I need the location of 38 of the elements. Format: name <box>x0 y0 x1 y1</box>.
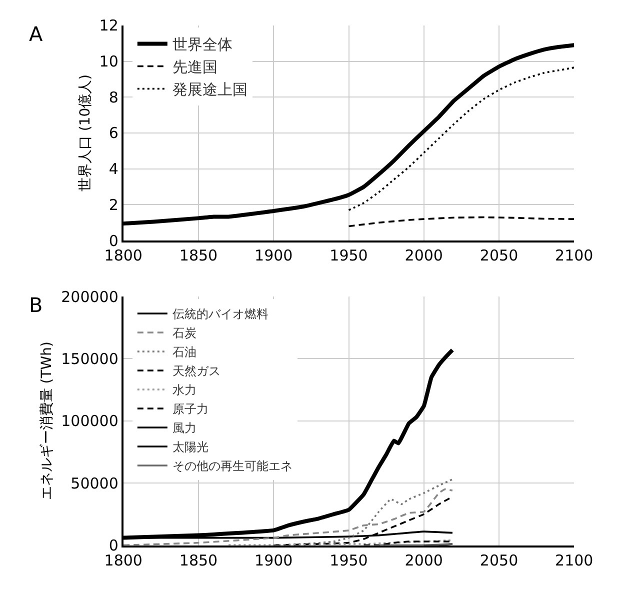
x-tick-label: 2100 <box>555 246 594 265</box>
x-tick-label: 2050 <box>480 551 518 570</box>
y-tick-label: 12 <box>99 16 118 35</box>
text: B <box>29 293 43 317</box>
legend-label: 原子力 <box>172 402 208 416</box>
y-tick-label: 8 <box>108 88 118 106</box>
legend-label: 風力 <box>172 421 196 436</box>
y-tick-label: 2 <box>108 196 118 214</box>
legend-label: 発展途上国 <box>172 80 248 99</box>
text: A <box>29 22 43 46</box>
legend-label: その他の再生可能エネ <box>172 459 292 474</box>
y-tick-label: 100000 <box>61 412 118 430</box>
legend-label: 太陽光 <box>172 440 208 454</box>
legend-label: 水力 <box>172 383 196 398</box>
legend-label: 天然ガス <box>172 364 220 378</box>
legend-label: 伝統的バイオ燃料 <box>172 307 268 322</box>
x-tick-label: 1900 <box>254 551 293 570</box>
y-tick-label: 4 <box>108 160 118 178</box>
x-tick-label: 2050 <box>480 246 518 265</box>
x-tick-label: 1950 <box>330 551 368 570</box>
y-tick-label: 10 <box>99 52 118 71</box>
legend-label: 石油 <box>172 345 196 360</box>
x-tick-label: 1950 <box>330 246 368 265</box>
x-tick-label: 2000 <box>404 246 443 265</box>
x-tick-label: 2000 <box>404 551 443 570</box>
legend-label: 先進国 <box>172 58 218 76</box>
x-tick-label: 1850 <box>179 551 218 570</box>
y-tick-label: 6 <box>108 124 118 142</box>
y-tick-label: 150000 <box>61 350 118 368</box>
y-axis-title: 世界人口 (10億人) <box>77 74 94 192</box>
y-tick-label: 50000 <box>70 474 118 492</box>
y-tick-label: 200000 <box>61 288 118 306</box>
x-tick-label: 1850 <box>179 246 218 265</box>
x-tick-label: 2100 <box>555 551 594 570</box>
legend-label: 世界全体 <box>172 36 232 54</box>
x-tick-label: 1900 <box>254 246 293 265</box>
y-axis-title: エネルギー消費量 (TWh) <box>39 342 56 500</box>
legend-label: 石炭 <box>172 326 196 340</box>
